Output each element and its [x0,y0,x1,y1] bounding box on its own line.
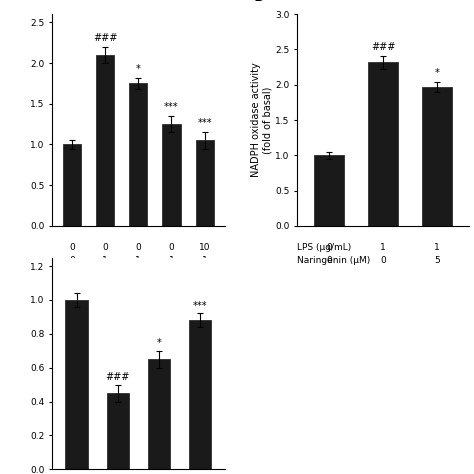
Text: 0: 0 [102,270,108,279]
Text: 0: 0 [69,243,75,252]
Text: *: * [136,64,141,73]
Text: ***: *** [197,118,212,128]
Text: 10: 10 [199,243,210,252]
Text: ***: *** [192,301,207,311]
Text: ###: ### [93,33,118,43]
Bar [189,320,211,469]
Text: 0: 0 [326,256,332,265]
Text: B: B [254,0,264,4]
Text: *: * [156,338,161,348]
Bar [65,300,88,469]
Bar [368,62,398,226]
Bar [63,145,81,226]
Text: 1: 1 [102,256,108,265]
Text: Naringenin (μM): Naringenin (μM) [297,256,370,265]
Text: ***: *** [164,102,179,112]
Text: 1: 1 [136,256,141,265]
Text: 1: 1 [202,256,208,265]
Text: 0: 0 [69,270,75,279]
Bar [422,87,452,226]
Text: *: * [435,68,439,78]
Bar [314,155,344,226]
Text: 1: 1 [434,243,440,252]
Text: 1: 1 [380,243,386,252]
Text: 0: 0 [169,243,174,252]
Text: ###: ### [106,372,130,382]
Bar [107,393,129,469]
Text: 1: 1 [169,256,174,265]
Text: ###: ### [371,42,395,52]
Bar [163,124,181,226]
Text: LPS (μg/mL): LPS (μg/mL) [297,243,351,252]
Text: 0: 0 [69,256,75,265]
Bar [129,83,147,226]
Text: 0: 0 [326,243,332,252]
Y-axis label: NADPH oxidase activity
(fold of basal): NADPH oxidase activity (fold of basal) [250,63,272,177]
Text: 0: 0 [136,243,141,252]
Text: 5: 5 [434,256,440,265]
Bar [195,140,214,226]
Bar [147,359,170,469]
Text: 0: 0 [202,270,208,279]
Text: 10: 10 [166,270,177,279]
Bar [96,55,114,226]
Text: 0: 0 [102,243,108,252]
Text: 5: 5 [136,270,141,279]
Text: 0: 0 [380,256,386,265]
